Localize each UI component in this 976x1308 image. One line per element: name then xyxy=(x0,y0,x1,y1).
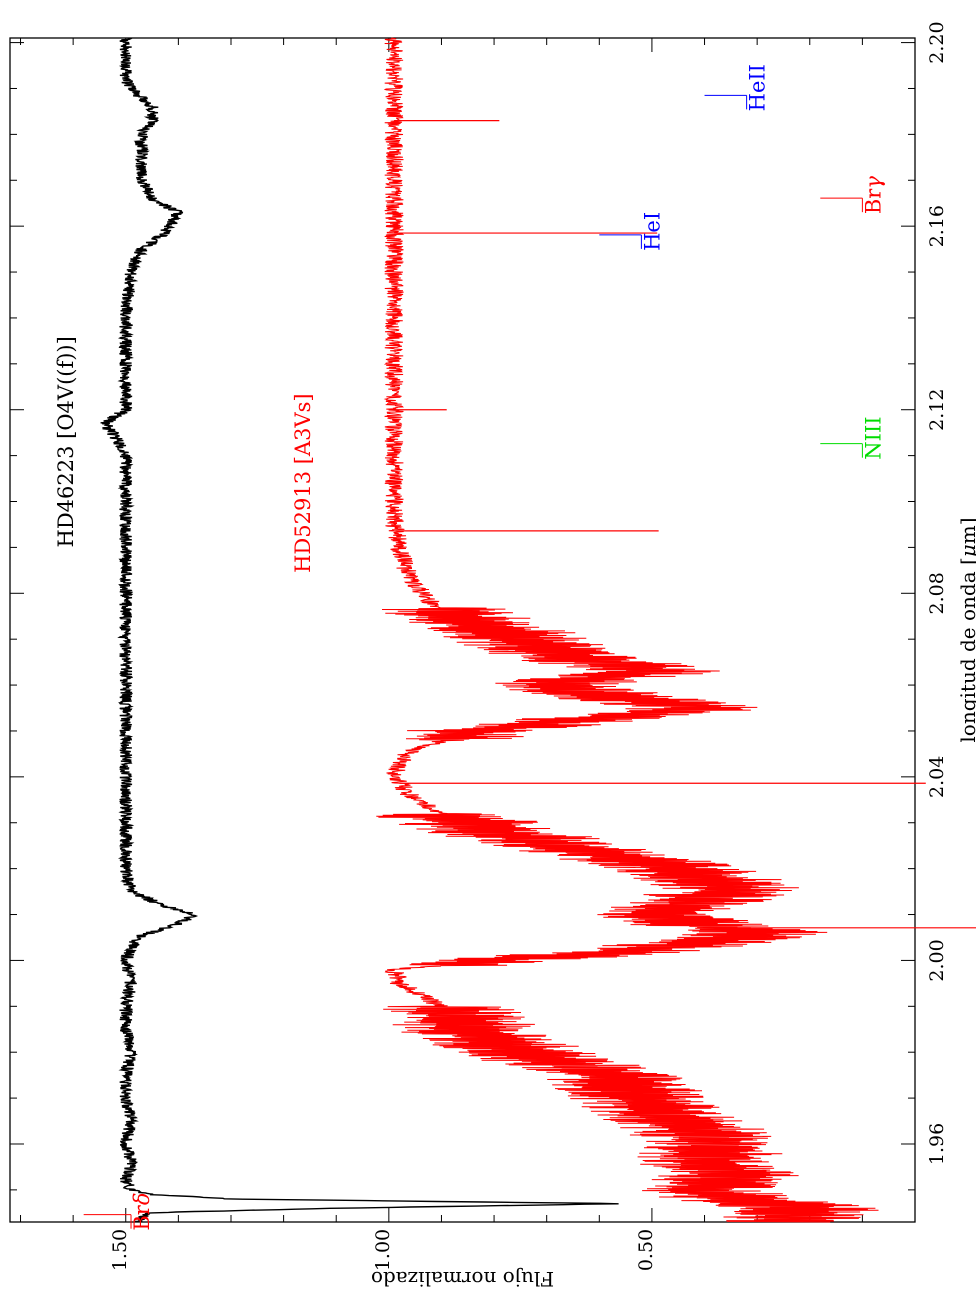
line-markers: Brδ Brγ NIII HeI HeII xyxy=(83,64,885,1231)
x-tick-label: 1.96 xyxy=(926,1123,948,1165)
y-tick-label: 0.50 xyxy=(635,1229,657,1271)
y-tick-label: 1.50 xyxy=(109,1229,131,1271)
series-annotations: HD46223 [O4V((f))] HD52913 [A3Vs] xyxy=(54,336,315,573)
series-line xyxy=(100,37,619,1223)
x-tick-label: 2.12 xyxy=(926,389,948,431)
series-line xyxy=(376,37,879,1223)
line-marker-label: HeI xyxy=(640,212,664,251)
x-tick-label: 2.20 xyxy=(926,21,948,63)
line-marker-label: HeII xyxy=(746,64,770,111)
series-annotation: HD46223 [O4V((f))] xyxy=(54,336,78,547)
x-axis-label: longitud de onda [μm] xyxy=(956,517,976,742)
line-marker-label: Brδ xyxy=(130,1193,154,1231)
y-axis-label: Flujo normalizado xyxy=(371,1267,554,1291)
x-tick-label: 2.00 xyxy=(926,939,948,981)
x-tick-label: 2.08 xyxy=(926,572,948,614)
plot-frame xyxy=(9,37,916,1223)
tick-labels: 1.96 2.00 2.04 2.08 2.12 2.16 2.20 0.50 1.00 1.50 xyxy=(109,21,948,1271)
line-marker-label: NIII xyxy=(861,416,885,459)
x-tick-label: 2.04 xyxy=(926,756,948,798)
x-axis-label-end: m] xyxy=(956,517,976,544)
data-lines xyxy=(100,37,976,1223)
line-marker-label: Brγ xyxy=(861,176,885,214)
line-marker-greek: δ xyxy=(130,1193,154,1206)
line-marker-greek: γ xyxy=(861,176,885,189)
x-tick-label: 2.16 xyxy=(926,205,948,247)
axis-ticks xyxy=(10,38,915,1222)
y-tick-label: 1.00 xyxy=(372,1229,394,1271)
series-annotation: HD52913 [A3Vs] xyxy=(291,393,315,572)
x-axis-label-mu: μ xyxy=(956,544,976,557)
